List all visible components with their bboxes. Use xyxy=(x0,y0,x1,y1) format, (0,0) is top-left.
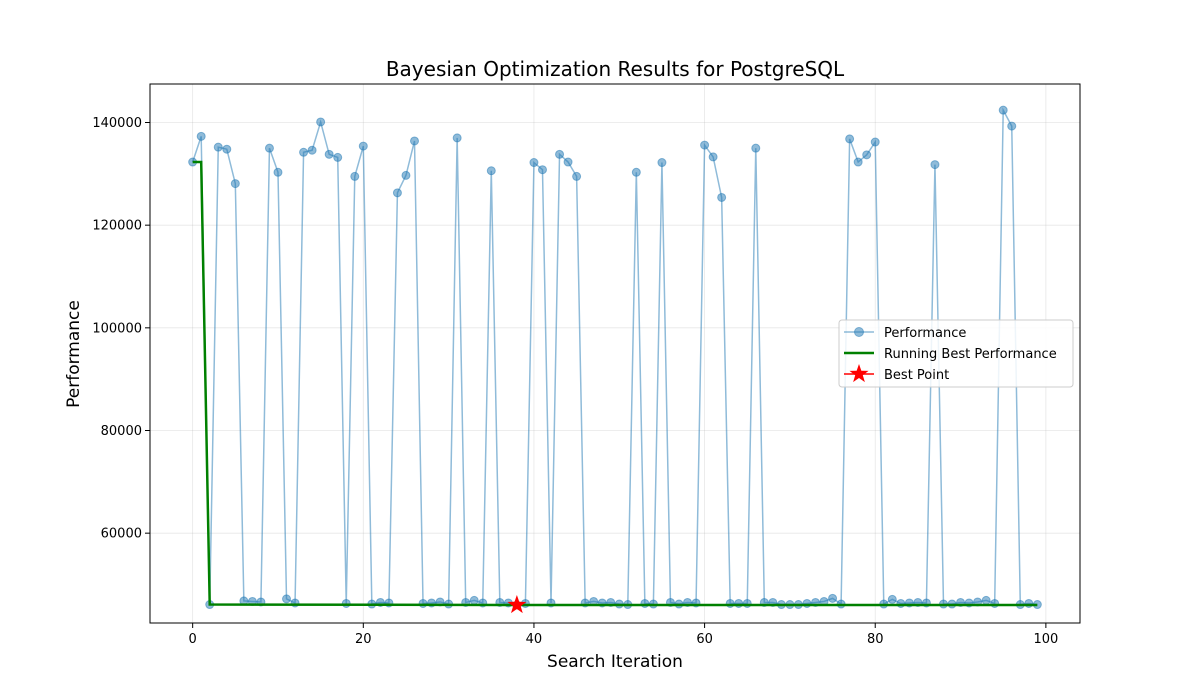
performance-point xyxy=(401,170,411,180)
legend-box xyxy=(838,319,1074,388)
performance-point xyxy=(222,144,232,154)
performance-point xyxy=(486,166,496,176)
x-tick-label: 20 xyxy=(355,632,372,647)
performance-point xyxy=(802,598,812,608)
performance-point xyxy=(700,140,710,150)
performance-point xyxy=(845,134,855,144)
performance-point xyxy=(264,143,274,153)
performance-point xyxy=(862,150,872,160)
y-tick-label: 80000 xyxy=(101,424,142,439)
performance-point xyxy=(725,598,735,608)
performance-point xyxy=(358,141,368,151)
performance-point xyxy=(469,595,479,605)
performance-point xyxy=(213,142,223,152)
performance-point xyxy=(998,105,1008,115)
performance-point xyxy=(717,192,727,202)
performance-point xyxy=(1007,121,1017,131)
legend-label-performance: Performance xyxy=(884,326,966,341)
performance-point xyxy=(742,598,752,608)
performance-point xyxy=(529,158,539,168)
performance-point xyxy=(751,143,761,153)
best-point-star xyxy=(507,595,527,614)
performance-point xyxy=(990,598,1000,608)
y-tick-label: 140000 xyxy=(92,116,142,131)
performance-point xyxy=(273,167,283,177)
performance-point xyxy=(392,188,402,198)
performance-point xyxy=(537,165,547,175)
x-tick-label: 60 xyxy=(696,632,713,647)
performance-point xyxy=(887,594,897,604)
performance-point xyxy=(631,167,641,177)
legend-performance-marker xyxy=(854,327,864,337)
performance-point xyxy=(350,171,360,181)
y-tick-label: 60000 xyxy=(101,527,142,542)
x-tick-label: 40 xyxy=(526,632,543,647)
performance-point xyxy=(418,598,428,608)
axes-frame xyxy=(149,83,1081,624)
legend-label-running-best: Running Best Performance xyxy=(884,347,1057,362)
performance-point xyxy=(640,598,650,608)
x-tick-label: 0 xyxy=(189,632,197,647)
performance-point xyxy=(299,147,309,157)
plot-area xyxy=(188,105,1042,614)
legend: Performance Running Best Performance Bes… xyxy=(838,319,1074,388)
performance-point xyxy=(196,131,206,141)
performance-point xyxy=(324,149,334,159)
x-tick-label: 80 xyxy=(867,632,884,647)
performance-point xyxy=(452,133,462,143)
performance-point xyxy=(333,152,343,162)
performance-point xyxy=(341,598,351,608)
performance-point xyxy=(282,594,292,604)
x-axis-label: Search Iteration xyxy=(547,652,683,672)
chart-title: Bayesian Optimization Results for Postgr… xyxy=(386,57,845,81)
performance-point xyxy=(563,157,573,167)
performance-point xyxy=(1024,598,1034,608)
legend-label-best-point: Best Point xyxy=(884,368,949,383)
x-tick-label: 100 xyxy=(1033,632,1058,647)
performance-point xyxy=(734,598,744,608)
y-tick-label: 120000 xyxy=(92,219,142,234)
performance-point xyxy=(896,598,906,608)
legend-best-point-star-icon xyxy=(849,364,869,383)
running-best-series-line xyxy=(192,160,1038,607)
performance-point xyxy=(828,593,838,603)
performance-point xyxy=(870,137,880,147)
performance-point xyxy=(981,595,991,605)
y-tick-label: 100000 xyxy=(92,321,142,336)
y-axis-label: Performance xyxy=(64,300,84,408)
performance-point xyxy=(572,171,582,181)
performance-point xyxy=(316,117,326,127)
axis-ticks: 0 20 40 60 80 100 60000 80000 100000 120000 140000 xyxy=(92,116,1058,647)
performance-point xyxy=(555,149,565,159)
performance-point xyxy=(853,157,863,167)
performance-point xyxy=(930,160,940,170)
performance-point xyxy=(307,145,317,155)
performance-point xyxy=(657,158,667,168)
performance-point xyxy=(708,152,718,162)
performance-point xyxy=(230,179,240,189)
performance-point xyxy=(410,136,419,146)
